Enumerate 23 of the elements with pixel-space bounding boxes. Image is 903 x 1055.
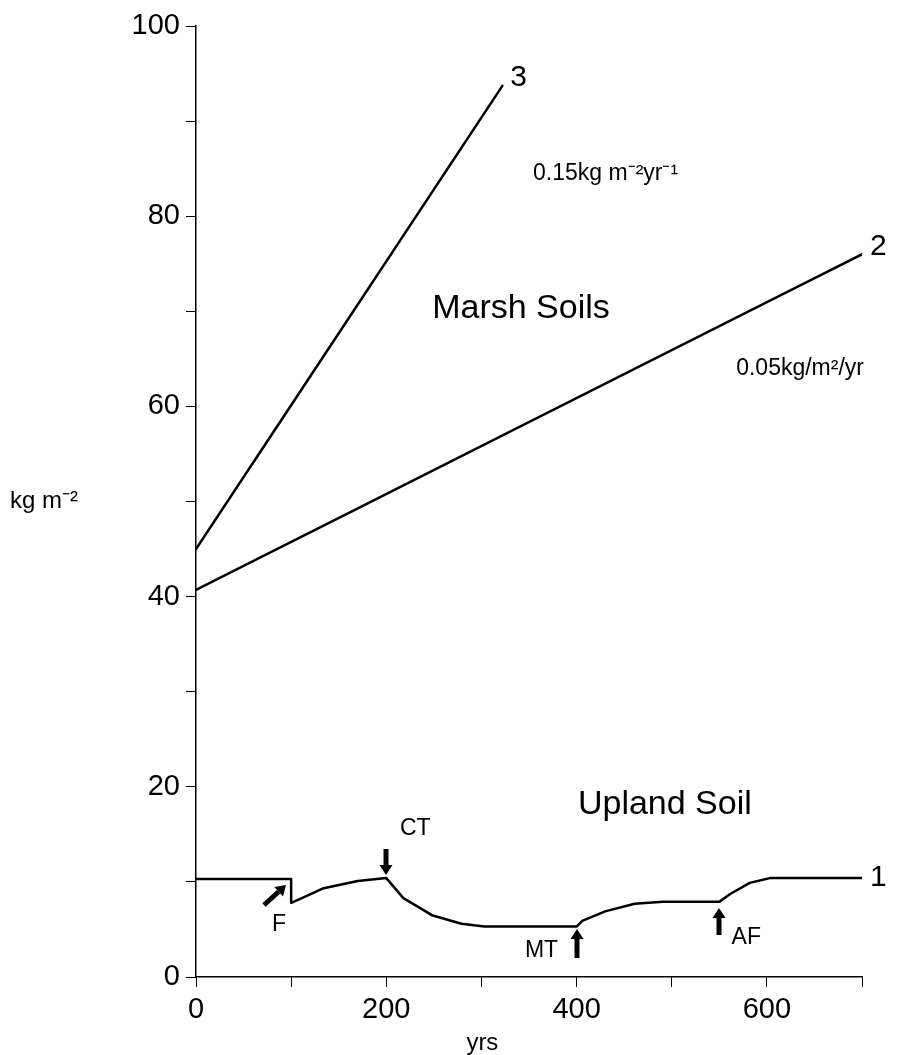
y-tick-label: 80 xyxy=(147,198,180,231)
y-axis-title: kg m⁻² xyxy=(10,486,79,514)
x-axis-title: yrs xyxy=(466,1027,499,1055)
annotation: Marsh Soils xyxy=(432,286,610,325)
y-tick-label: 0 xyxy=(163,959,180,991)
x-tick-label: 600 xyxy=(742,992,792,1025)
annotation: MT xyxy=(524,935,559,962)
x-tick-label: 0 xyxy=(187,992,205,1025)
x-tick-label: 200 xyxy=(362,992,411,1025)
y-tick-label: 60 xyxy=(147,388,180,421)
y-tick-label: 20 xyxy=(147,768,180,801)
annotation: AF xyxy=(731,923,761,950)
y-tick-label: 100 xyxy=(131,8,180,40)
y-tick-label: 40 xyxy=(147,578,180,611)
annotation: 0.05kg/m²/yr xyxy=(736,353,865,380)
annotation: CT xyxy=(399,814,431,841)
annotation: 0.15kg m⁻²yr⁻¹ xyxy=(533,158,679,185)
annotation: F xyxy=(272,909,287,936)
series-label: 2 xyxy=(870,227,887,261)
annotation: Upland Soil xyxy=(577,783,752,822)
x-tick-label: 400 xyxy=(552,992,601,1025)
series-label: 1 xyxy=(870,859,887,893)
series-label: 3 xyxy=(510,59,528,93)
